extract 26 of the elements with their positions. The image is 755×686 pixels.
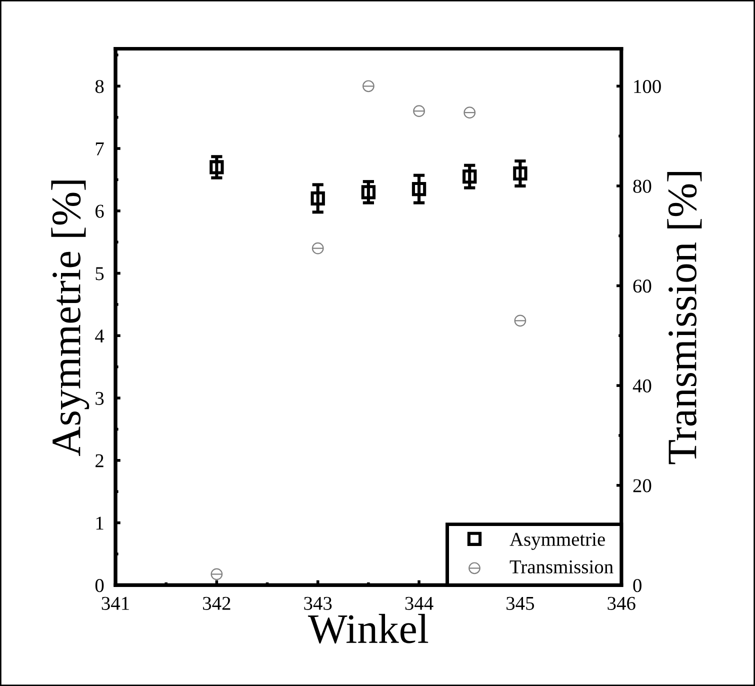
y2-tick-label: 60 [633,280,652,293]
y-tick-label: 1 [96,516,104,530]
x-tick-label: 346 [608,596,636,610]
y2-tick-label: 100 [634,80,661,94]
y-tick-label: 8 [95,80,104,94]
y-tick-label: 7 [96,142,104,156]
y-tick-label: 5 [96,267,104,280]
y-tick-label: 2 [96,454,104,468]
legend-label: Asymmetrie [510,532,605,550]
y2-tick-label: 0 [633,578,642,592]
y-tick-label: 4 [95,330,104,342]
y-axis-title: Asymmetrie [%] [51,180,90,456]
y-tick-label: 6 [96,204,104,218]
x-tick-label: 343 [304,596,332,610]
x-tick-label: 341 [102,596,129,610]
y2-tick-label: 20 [633,479,652,492]
legend-label: Transmission [510,560,614,574]
y-tick-label: 3 [96,392,104,405]
y-tick-label: 0 [95,578,104,592]
x-tick-label: 342 [203,596,230,610]
x-axis-title: Winkel [308,614,428,644]
y2-tick-label: 80 [633,180,652,193]
x-tick-label: 345 [506,596,534,610]
y2-axis-title: Transmission [%] [667,172,702,464]
x-tick-label: 344 [405,596,434,610]
y2-tick-label: 40 [632,379,652,392]
